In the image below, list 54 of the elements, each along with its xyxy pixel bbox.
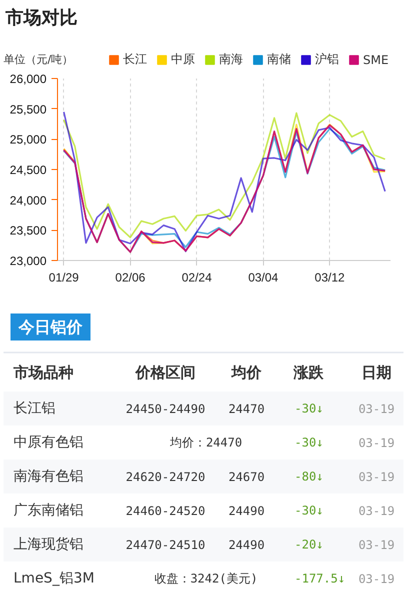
text: -177.5↓	[294, 572, 346, 586]
y-tick-label: 25,500	[10, 102, 47, 116]
legend-label: 南储	[267, 51, 291, 68]
y-tick-label: 23,500	[10, 224, 47, 238]
text: 均价：24470	[170, 436, 242, 450]
text: 03-19	[358, 470, 395, 484]
category-label: 日期	[362, 364, 392, 382]
text: 03-19	[358, 402, 395, 416]
legend-label: 长江	[123, 51, 147, 68]
text: -30↓	[294, 436, 324, 450]
text: 24620-24720	[126, 470, 206, 484]
x-tick-label: 01/29	[48, 270, 80, 284]
category-label: 市场品种	[12, 364, 74, 382]
x-tick-label: 02/06	[115, 270, 146, 284]
text: 中原有色铝	[14, 434, 84, 450]
text: -30↓	[294, 504, 324, 518]
text: 03-19	[358, 436, 395, 450]
legend-label: 沪铝	[315, 51, 339, 68]
text: 03-19	[358, 572, 395, 586]
text: -80↓	[294, 470, 324, 484]
text: 上海现货铝	[14, 536, 84, 552]
category-label: 涨跌	[292, 364, 324, 382]
text: 广东南储铝	[14, 502, 84, 518]
y-tick-label: 24,500	[10, 163, 47, 177]
text: 24470-24510	[126, 538, 206, 552]
text: -30↓	[294, 402, 324, 416]
text: 24470	[228, 402, 265, 416]
category-label: 价格区间	[134, 364, 196, 382]
text: 收盘：3242(美元)	[154, 572, 258, 586]
legend-label: 南海	[219, 51, 243, 68]
text: 24490	[228, 504, 265, 518]
y-tick-label: 26,000	[10, 72, 47, 86]
text: 长江铝	[14, 400, 56, 416]
text: 南海有色铝	[14, 468, 84, 484]
y-tick-label: 25,000	[10, 132, 47, 147]
text: 03-19	[358, 504, 395, 518]
text: 今日铝价	[18, 318, 84, 336]
text: 24460-24520	[126, 504, 206, 518]
y-axis-title: 单位（元/吨）	[4, 52, 74, 66]
text: 24490	[228, 538, 265, 552]
x-tick-label: 02/24	[182, 270, 212, 284]
text: 03-19	[358, 538, 395, 552]
x-tick-label: 03/04	[248, 270, 279, 284]
y-tick-label: 24,000	[10, 193, 47, 208]
text: -20↓	[294, 538, 324, 552]
text: 24670	[228, 470, 265, 484]
text: 24450-24490	[126, 402, 206, 416]
legend-label: 中原	[171, 51, 195, 68]
chart-title: 市场对比	[4, 8, 78, 28]
x-tick-label: 03/12	[314, 270, 346, 284]
text: LmeS_铝3M	[14, 570, 94, 586]
y-tick-label: 23,000	[10, 254, 47, 268]
category-label: 均价	[230, 364, 262, 382]
legend-label: SME	[363, 52, 389, 66]
